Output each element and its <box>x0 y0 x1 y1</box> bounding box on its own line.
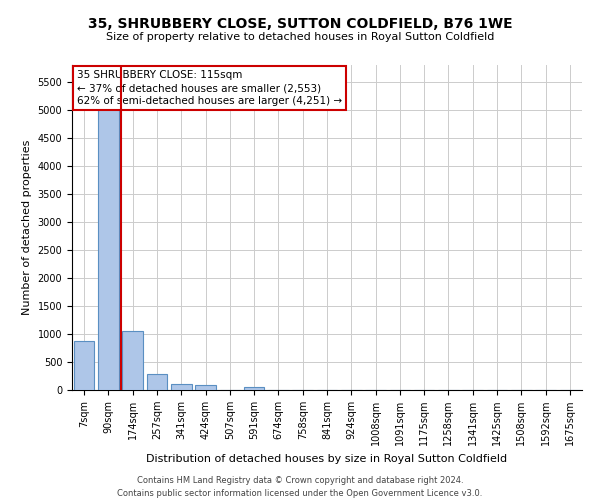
Text: Contains HM Land Registry data © Crown copyright and database right 2024.
Contai: Contains HM Land Registry data © Crown c… <box>118 476 482 498</box>
Text: Size of property relative to detached houses in Royal Sutton Coldfield: Size of property relative to detached ho… <box>106 32 494 42</box>
X-axis label: Distribution of detached houses by size in Royal Sutton Coldfield: Distribution of detached houses by size … <box>146 454 508 464</box>
Bar <box>74 340 94 390</box>
Text: 35 SHRUBBERY CLOSE: 115sqm
← 37% of detached houses are smaller (2,553)
62% of s: 35 SHRUBBERY CLOSE: 115sqm ← 37% of deta… <box>77 70 342 106</box>
Bar <box>146 374 167 390</box>
Bar <box>171 384 191 390</box>
Y-axis label: Number of detached properties: Number of detached properties <box>22 140 32 315</box>
Bar <box>122 330 143 390</box>
Bar <box>98 80 119 390</box>
Text: 35, SHRUBBERY CLOSE, SUTTON COLDFIELD, B76 1WE: 35, SHRUBBERY CLOSE, SUTTON COLDFIELD, B… <box>88 18 512 32</box>
Bar <box>195 385 216 390</box>
Bar <box>244 386 265 390</box>
